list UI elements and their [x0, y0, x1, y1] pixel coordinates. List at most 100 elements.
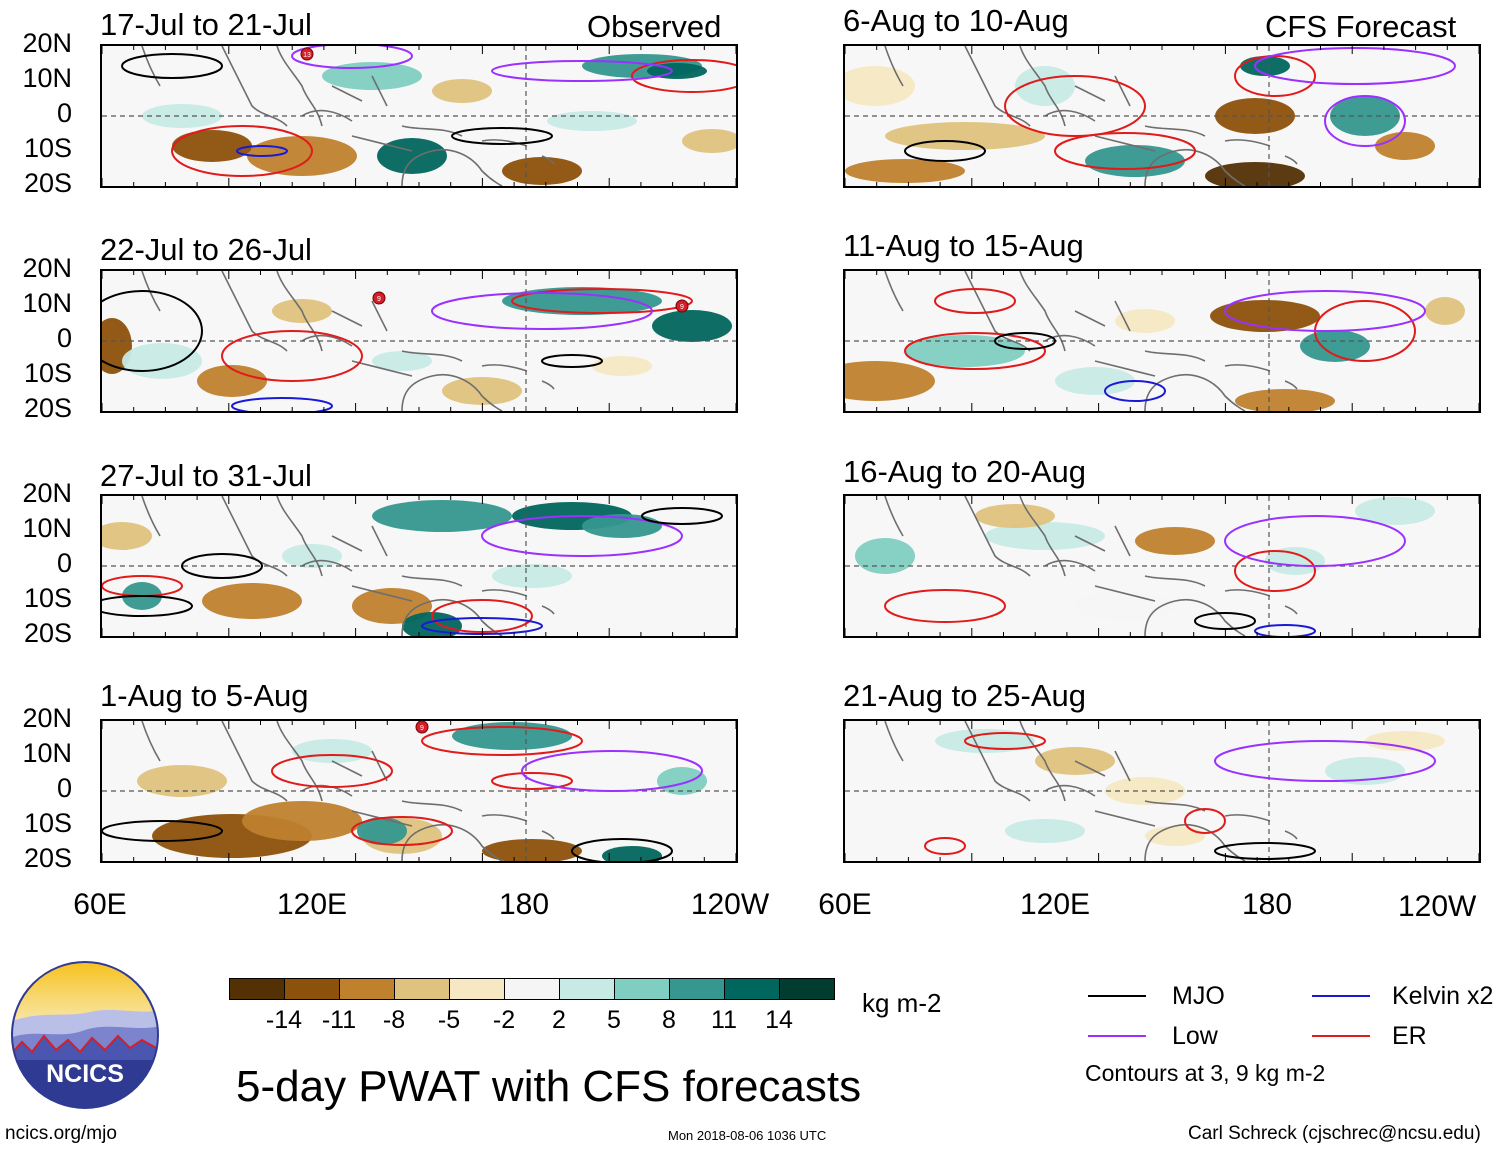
- lat-label: 10N: [22, 738, 72, 768]
- lat-label: 20N: [22, 253, 72, 283]
- storm-number: 9: [680, 304, 684, 311]
- pwat-anomaly-blob: [1085, 145, 1185, 177]
- pwat-anomaly-blob: [855, 538, 915, 574]
- wave-contour: [121, 53, 223, 79]
- lat-label: 0: [56, 323, 72, 353]
- pwat-anomaly-blob: [547, 111, 637, 131]
- wave-contour: [934, 288, 1016, 314]
- lat-label: 10N: [22, 513, 72, 543]
- wave-contour: [884, 589, 1006, 623]
- pwat-anomaly-blob: [845, 66, 915, 106]
- colorbar-swatch: [229, 978, 285, 1000]
- pwat-anomaly-blob: [442, 377, 522, 405]
- contour-note: Contours at 3, 9 kg m-2: [1085, 1060, 1326, 1086]
- wave-contour: [102, 595, 193, 617]
- lat-label: 0: [56, 548, 72, 578]
- wave-contour: [511, 288, 693, 314]
- map-panel-obs-1: 13: [100, 44, 738, 188]
- pwat-anomaly-blob: [1425, 297, 1465, 325]
- pwat-anomaly-blob: [137, 765, 227, 797]
- lat-label: 10S: [23, 808, 72, 838]
- lon-label-120e-right: 120E: [1019, 888, 1091, 921]
- lon-label-60e-right: 60E: [818, 888, 872, 921]
- panel-title-obs-3: 27-Jul to 31-Jul: [100, 458, 312, 493]
- pwat-anomaly-blob: [845, 159, 965, 183]
- panel-title-fcst-1: 6-Aug to 10-Aug: [843, 3, 1069, 38]
- lat-label: 20S: [23, 618, 72, 648]
- pwat-anomaly-blob: [682, 129, 736, 153]
- footer-author: Carl Schreck (cjschrec@ncsu.edu): [1188, 1123, 1481, 1144]
- coastlines: [141, 46, 555, 186]
- lat-label: 20N: [22, 28, 72, 58]
- colorbar-tick-label: -11: [321, 1006, 357, 1034]
- footer-timestamp: Mon 2018-08-06 1036 UTC: [668, 1128, 827, 1143]
- ncics-logo: NCICS: [10, 960, 160, 1110]
- colorbar-swatch: [614, 978, 670, 1000]
- colorbar-tick-label: 5: [607, 1006, 621, 1034]
- lat-label: 0: [56, 98, 72, 128]
- pwat-anomaly-blob: [1235, 389, 1335, 411]
- pwat-anomaly-blob: [1375, 132, 1435, 160]
- lat-label: 10N: [22, 63, 72, 93]
- pwat-anomaly-blob: [482, 839, 582, 861]
- pwat-anomaly-blob: [402, 612, 462, 636]
- map-panel-fcst-4: [843, 719, 1481, 863]
- panel-title-fcst-4: 21-Aug to 25-Aug: [843, 678, 1087, 713]
- pwat-anomaly-blob: [202, 583, 302, 619]
- wave-contour: [1054, 132, 1196, 170]
- colorbar-tick-label: 2: [552, 1006, 566, 1034]
- map-panel-obs-3: [100, 494, 738, 638]
- wave-contour: [641, 507, 723, 525]
- pwat-anomaly-blob: [1300, 330, 1370, 362]
- wave-contour: [541, 354, 603, 368]
- wave-contour: [291, 46, 413, 69]
- colorbar-tick-label: -14: [265, 1006, 303, 1034]
- storm-number: 9: [377, 296, 381, 303]
- pwat-anomaly-blob: [657, 767, 707, 795]
- wave-contour: [481, 515, 683, 557]
- pwat-anomaly-blob: [242, 801, 362, 841]
- panel-title-obs-2: 22-Jul to 26-Jul: [100, 232, 312, 267]
- pwat-anomaly-blob: [845, 361, 935, 401]
- lat-label: 10S: [23, 133, 72, 163]
- lon-label-120w-right: 120W: [1398, 890, 1477, 923]
- lon-label-120e-left: 120E: [276, 888, 348, 921]
- coastlines: [884, 721, 1298, 861]
- colorbar-swatch: [724, 978, 780, 1000]
- wave-contour: [181, 553, 263, 579]
- legend-mjo-swatch: [1088, 995, 1146, 997]
- colorbar-tick-label: 8: [662, 1006, 676, 1034]
- cfs-forecast-header: CFS Forecast: [1265, 9, 1457, 44]
- panel-title-fcst-3: 16-Aug to 20-Aug: [843, 454, 1087, 489]
- wave-contour: [1254, 47, 1456, 85]
- pwat-anomaly-blob: [372, 351, 432, 371]
- pwat-anomaly-blob: [1210, 300, 1320, 332]
- pwat-anomaly-blob: [1115, 309, 1175, 333]
- lon-label-60e-left: 60E: [73, 888, 127, 921]
- wave-contour: [171, 125, 313, 177]
- coastlines: [141, 496, 555, 636]
- wave-contour: [904, 332, 1046, 370]
- lat-label: 20N: [22, 478, 72, 508]
- pwat-anomaly-blob: [592, 356, 652, 376]
- wave-contour: [231, 397, 333, 411]
- footer-url[interactable]: ncics.org/mjo: [5, 1123, 117, 1144]
- pwat-anomaly-blob: [102, 522, 152, 550]
- wave-contour: [221, 330, 363, 382]
- pwat-anomaly-blob: [1005, 819, 1085, 843]
- wave-contour: [431, 292, 653, 330]
- lat-label: 10N: [22, 288, 72, 318]
- pwat-anomaly-blob: [975, 504, 1055, 528]
- tropical-cyclone-icon: 13: [300, 47, 314, 61]
- pwat-anomaly-blob: [492, 564, 572, 588]
- tropical-cyclone-icon: 9: [372, 291, 386, 305]
- panel-title-obs-4: 1-Aug to 5-Aug: [100, 678, 309, 713]
- pwat-anomaly-blob: [172, 130, 252, 162]
- lat-label: 20S: [23, 843, 72, 873]
- pwat-anomaly-blob: [377, 138, 447, 174]
- colorbar-swatch: [449, 978, 505, 1000]
- wave-contour: [631, 59, 736, 93]
- colorbar-swatch: [559, 978, 615, 1000]
- pwat-anomaly-blob: [1240, 56, 1290, 76]
